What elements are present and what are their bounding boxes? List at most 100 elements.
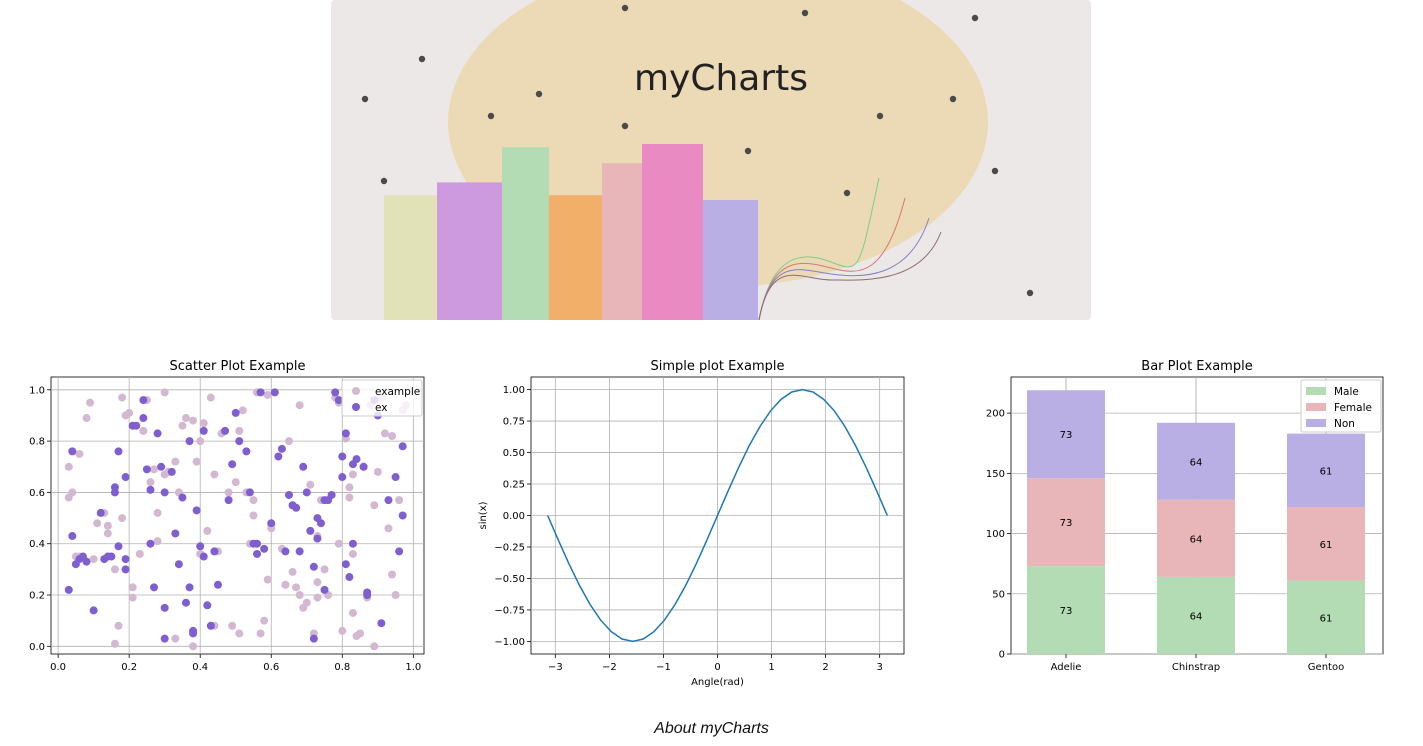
- scatter-point: [125, 408, 134, 417]
- legend-label: Female: [1334, 402, 1372, 414]
- about-link[interactable]: About myCharts: [654, 720, 769, 737]
- scatter-point: [118, 393, 127, 402]
- scatter-point: [174, 560, 183, 569]
- banner-curve: [758, 197, 906, 320]
- scatter-point: [348, 470, 357, 479]
- scatter-point: [288, 567, 297, 576]
- legend-marker: [352, 387, 360, 395]
- plot-frame: [50, 376, 425, 655]
- scatter-point: [309, 562, 318, 571]
- scatter-point: [384, 524, 393, 533]
- legend-box: [341, 379, 423, 417]
- scatter-point: [277, 444, 286, 453]
- scatter-point: [89, 606, 98, 615]
- banner-bar: [602, 163, 642, 320]
- scatter-point: [235, 629, 244, 638]
- scatter-point: [206, 621, 215, 630]
- scatter-point: [242, 447, 251, 456]
- scatter-point: [146, 539, 155, 548]
- scatter-point: [370, 501, 379, 510]
- y-tick-label: 1.0: [29, 385, 45, 396]
- scatter-point: [221, 426, 230, 435]
- bar-value-label: 61: [1320, 613, 1333, 624]
- banner-curve: [758, 217, 930, 320]
- scatter-point: [391, 591, 400, 600]
- scatter-point: [178, 493, 187, 502]
- scatter-point: [103, 521, 112, 530]
- scatter-point: [68, 488, 77, 497]
- y-tick-label: −0.75: [494, 605, 525, 616]
- x-axis-label: Angle(rad): [691, 677, 744, 688]
- scatter-point: [313, 534, 322, 543]
- scatter-point: [316, 519, 325, 528]
- y-tick-label: 0.75: [503, 417, 525, 428]
- scatter-point: [334, 396, 343, 405]
- scatter-point: [189, 629, 198, 638]
- scatter-point: [142, 465, 151, 474]
- scatter-point: [82, 557, 91, 566]
- scatter-point: [309, 634, 318, 643]
- scatter-point: [263, 575, 272, 584]
- scatter-point: [86, 398, 95, 407]
- bar-value-label: 73: [1060, 606, 1073, 617]
- scatter-point: [313, 593, 322, 602]
- banner-dot: [361, 95, 369, 103]
- scatter-point: [306, 526, 315, 535]
- scatter-point: [110, 483, 119, 492]
- legend-swatch: [1306, 419, 1326, 427]
- scatter-point: [245, 488, 254, 497]
- scatter-point: [338, 626, 347, 635]
- x-tick-label: 0.6: [263, 662, 279, 673]
- scatter-point: [160, 488, 169, 497]
- scatter-point: [89, 555, 98, 564]
- sine-line: [547, 388, 888, 643]
- x-tick-label: 1: [768, 662, 774, 673]
- scatter-plot: Scatter Plot Example 0.0 0.2 0.4 0.6 0.8 1.0 0.…: [29, 359, 425, 673]
- legend-swatch: [1306, 403, 1326, 411]
- scatter-point: [199, 426, 208, 435]
- bar-value-label: 73: [1060, 518, 1073, 529]
- scatter-point: [395, 547, 404, 556]
- chart-title: Simple plot Example: [651, 359, 785, 374]
- y-axis-label: sin(x): [478, 501, 489, 529]
- banner-curve: [758, 231, 942, 320]
- x-tick-label: 1.0: [405, 662, 421, 673]
- legend-label: Non: [1334, 418, 1355, 430]
- scatter-point: [260, 544, 269, 553]
- scatter-point: [285, 490, 294, 499]
- scatter-point: [114, 542, 123, 551]
- banner-dot: [535, 90, 543, 98]
- scatter-point: [370, 642, 379, 651]
- x-tick-label: 0.2: [121, 662, 137, 673]
- scatter-point: [210, 547, 219, 556]
- scatter-point: [121, 565, 130, 574]
- scatter-point: [114, 447, 123, 456]
- scatter-point: [356, 629, 365, 638]
- scatter-point: [146, 485, 155, 494]
- scatter-point: [327, 490, 336, 499]
- scatter-point: [139, 426, 148, 435]
- x-tick-label: Chinstrap: [1172, 662, 1220, 673]
- scatter-point: [281, 580, 290, 589]
- scatter-point: [281, 547, 290, 556]
- x-tick-label: 0.0: [50, 662, 66, 673]
- scatter-point: [377, 619, 386, 628]
- banner-dot: [843, 189, 851, 197]
- scatter-point: [341, 560, 350, 569]
- scatter-point: [139, 396, 148, 405]
- scatter-point: [253, 549, 262, 558]
- scatter-point: [167, 467, 176, 476]
- scatter-point: [110, 565, 119, 574]
- scatter-point: [338, 473, 347, 482]
- scatter-point: [302, 598, 311, 607]
- scatter-point: [306, 480, 315, 489]
- scatter-point: [373, 467, 382, 476]
- scatter-point: [295, 591, 304, 600]
- banner-dot: [971, 14, 979, 22]
- y-tick-label: −0.50: [494, 574, 525, 585]
- scatter-point: [331, 388, 340, 397]
- y-tick-label: 0: [999, 650, 1005, 661]
- scatter-point: [313, 578, 322, 587]
- scatter-point: [185, 583, 194, 592]
- banner-title: myCharts: [633, 58, 809, 99]
